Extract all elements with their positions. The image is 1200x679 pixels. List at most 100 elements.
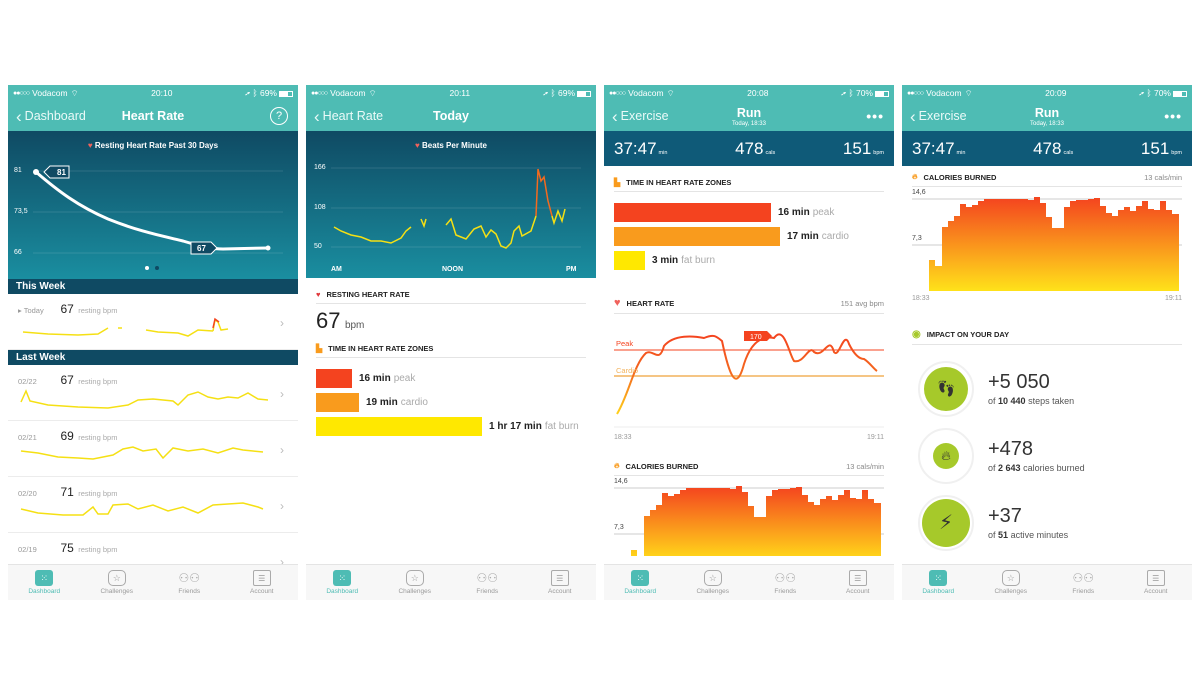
run-stats-bar: 37:47 min 478 cals 151 bpm xyxy=(902,131,1192,166)
day-row[interactable]: 02/21 69 resting bpm › xyxy=(8,421,298,477)
back-button[interactable]: ‹ Dashboard xyxy=(16,106,86,126)
tab-dashboard[interactable]: ⁙ Dashboard xyxy=(306,565,379,600)
tab-friends[interactable]: ⚇⚇ Friends xyxy=(476,571,499,595)
tab-account[interactable]: ☰ Account xyxy=(1120,565,1193,600)
target-icon: ◉ xyxy=(912,329,921,340)
tab-challenges[interactable]: ☆ Challenges xyxy=(975,565,1048,600)
more-icon[interactable]: ••• xyxy=(1164,108,1182,124)
resting-hr-chart[interactable]: ♥ Resting Heart Rate Past 30 Days 81 73,… xyxy=(8,131,298,279)
id-card-icon: ☰ xyxy=(1146,570,1165,586)
day-row[interactable]: 02/22 67 resting bpm › xyxy=(8,365,298,421)
help-icon[interactable]: ? xyxy=(270,107,288,125)
tab-dashboard[interactable]: ⁙ Dashboard xyxy=(604,565,677,600)
back-button[interactable]: ‹ Exercise xyxy=(910,106,967,126)
run-heart-rate-chart[interactable]: 170 Peak Cardio 18:33 19:11 xyxy=(604,314,894,454)
tab-challenges[interactable]: ☆ Challenges xyxy=(81,565,154,600)
tab-bar: ⁙ Dashboard ☆ Challenges ⚇⚇ Friends ☰ Accoun… xyxy=(604,564,894,600)
resting-unit: resting bpm xyxy=(78,489,118,498)
svg-text:170: 170 xyxy=(750,334,762,341)
section-last-week: Last Week xyxy=(8,350,298,365)
resting-value: 75 xyxy=(60,541,74,555)
zone-peak: 16 min peak xyxy=(614,203,884,222)
battery-percent: 69% xyxy=(259,88,277,98)
zones-icon: ▙ xyxy=(316,344,323,353)
run-stats-bar: 37:47 min 478 cals 151 bpm xyxy=(604,131,894,166)
star-shield-icon: ☆ xyxy=(703,570,722,586)
day-label: ▸ Today xyxy=(18,306,44,315)
impact-header: ◉ IMPACT ON YOUR DAY xyxy=(912,329,1182,345)
back-button[interactable]: ‹ Heart Rate xyxy=(314,106,384,126)
calories-bars xyxy=(912,197,1182,291)
day-label: 02/20 xyxy=(18,489,37,498)
calories-chart[interactable]: 14,6 7,3 xyxy=(604,476,894,556)
tab-friends[interactable]: ⚇⚇ Friends xyxy=(774,571,797,595)
heart-icon: ♥ xyxy=(614,297,621,309)
tab-bar: ⁙ Dashboard ☆ Challenges ⚇⚇ Friends ☰ Accoun… xyxy=(902,564,1192,600)
star-shield-icon: ☆ xyxy=(107,570,126,586)
day-label: 02/21 xyxy=(18,433,37,442)
tab-friends[interactable]: ⚇⚇ Friends xyxy=(178,571,201,595)
signal-icon: ●●○○○ xyxy=(609,89,626,97)
svg-text:Cardio: Cardio xyxy=(616,366,638,375)
friends-icon: ⚇⚇ xyxy=(178,571,201,585)
screen-heart-rate: ●●○○○ Vodacom ⌔ 20:10 ➚ ᛒ 69% ‹ Dashboard H… xyxy=(8,85,298,600)
tab-challenges[interactable]: ☆ Challenges xyxy=(677,565,750,600)
chevron-left-icon: ‹ xyxy=(612,106,618,126)
tab-account[interactable]: ☰ Account xyxy=(822,565,895,600)
dashboard-icon: ⁙ xyxy=(35,570,54,586)
wifi-icon: ⌔ xyxy=(368,87,377,98)
chevron-left-icon: ‹ xyxy=(910,106,916,126)
clock: 20:09 xyxy=(1045,88,1067,98)
zone-fat-burn: 1 hr 17 min fat burn xyxy=(316,417,586,436)
status-bar: ●●○○○ Vodacom ⌔ 20:08 ➚ ᛒ 70% xyxy=(604,85,894,101)
nav-bar: ‹ Dashboard Heart Rate ? xyxy=(8,101,298,131)
resting-value: 67 xyxy=(316,308,341,333)
zone-bar xyxy=(316,369,352,388)
clock: 20:10 xyxy=(151,88,173,98)
calories-chart[interactable]: 14,6 7,3 18:33 19:11 xyxy=(902,187,1192,307)
location-icon: ➚ xyxy=(543,88,549,98)
calories-bars xyxy=(614,486,884,556)
id-card-icon: ☰ xyxy=(848,570,867,586)
chevron-left-icon: ‹ xyxy=(16,106,22,126)
tab-dashboard[interactable]: ⁙ Dashboard xyxy=(902,565,975,600)
tab-bar: ⁙ Dashboard ☆ Challenges ⚇⚇ Friends ☰ Accoun… xyxy=(8,564,298,600)
dashboard-icon: ⁙ xyxy=(631,570,650,586)
bpm-chart[interactable]: ♥ Beats Per Minute 166 108 50 AM NOON PM xyxy=(306,131,596,278)
tab-friends[interactable]: ⚇⚇ Friends xyxy=(1072,571,1095,595)
impact-active-minutes: ⚡︎ +37 of 51 active minutes xyxy=(918,489,1192,556)
y-tick: 66 xyxy=(14,249,22,256)
resting-unit: resting bpm xyxy=(78,377,118,386)
day-row[interactable]: 02/20 71 resting bpm › xyxy=(8,477,298,533)
signal-icon: ●●○○○ xyxy=(311,89,328,97)
zone-peak: 16 min peak xyxy=(316,369,586,388)
back-button[interactable]: ‹ Exercise xyxy=(612,106,669,126)
heart-icon: ♥ xyxy=(415,141,420,150)
wifi-icon: ⌔ xyxy=(666,87,675,98)
calories-header: 🔥︎ CALORIES BURNED 13 cals/min xyxy=(614,461,884,476)
svg-text:67: 67 xyxy=(197,244,206,253)
avg-bpm: 151 avg bpm xyxy=(840,298,884,308)
day-row-today[interactable]: ▸ Today 67 resting bpm › xyxy=(8,294,298,350)
page-title: Run Today, 18:33 xyxy=(732,105,766,127)
tab-dashboard[interactable]: ⁙ Dashboard xyxy=(8,565,81,600)
bluetooth-icon: ᛒ xyxy=(252,88,258,98)
signal-icon: ●●○○○ xyxy=(13,89,30,97)
tab-account[interactable]: ☰ Account xyxy=(524,565,597,600)
zone-fat-burn: 3 min fat burn xyxy=(614,251,884,270)
resting-value: 67 xyxy=(60,373,74,387)
duration-stat: 37:47 min xyxy=(614,138,668,158)
zone-bar xyxy=(316,393,359,412)
svg-text:Peak: Peak xyxy=(616,339,633,348)
clock: 20:08 xyxy=(747,88,769,98)
tab-challenges[interactable]: ☆ Challenges xyxy=(379,565,452,600)
wifi-icon: ⌔ xyxy=(70,87,79,98)
status-bar: ●●○○○ Vodacom ⌔ 20:11 ➚ ᛒ 69% xyxy=(306,85,596,101)
tab-account[interactable]: ☰ Account xyxy=(226,565,299,600)
more-icon[interactable]: ••• xyxy=(866,108,884,124)
screen-run-detail: ●●○○○ Vodacom ⌔ 20:08 ➚ ᛒ 70% ‹ Exercise Ru… xyxy=(604,85,894,600)
id-card-icon: ☰ xyxy=(550,570,569,586)
resting-hr-line: 81 67 xyxy=(33,165,283,270)
run-hr-line: 170 Peak Cardio xyxy=(614,331,884,428)
calories-header: 🔥︎ CALORIES BURNED 13 cals/min xyxy=(912,172,1182,187)
